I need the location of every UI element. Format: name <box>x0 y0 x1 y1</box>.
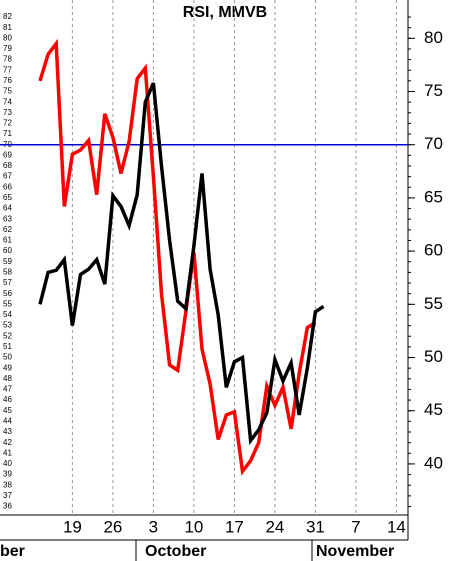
y2-tick-label: 45 <box>424 400 443 419</box>
y-tick-label: 71 <box>3 129 12 138</box>
chart-title: RSI, MMVB <box>183 4 267 21</box>
y2-tick-label: 60 <box>424 241 443 260</box>
series-line <box>38 82 325 446</box>
y-tick-label: 44 <box>3 416 12 425</box>
y-tick-label: 68 <box>3 161 12 170</box>
y-tick-label: 81 <box>3 23 12 32</box>
y-tick-label: 51 <box>3 342 12 351</box>
y2-tick-label: 65 <box>424 187 443 206</box>
y2-tick-label: 75 <box>424 81 443 100</box>
y-tick-label: 52 <box>3 331 12 340</box>
y-tick-label: 64 <box>3 204 12 213</box>
y-tick-label: 45 <box>3 406 12 415</box>
y-tick-label: 63 <box>3 214 12 223</box>
y-tick-label: 58 <box>3 268 12 277</box>
y-tick-label: 55 <box>3 299 12 308</box>
y-tick-label: 60 <box>3 246 12 255</box>
y2-tick-label: 40 <box>424 453 443 472</box>
y-tick-label: 62 <box>3 225 12 234</box>
y-tick-label: 40 <box>3 459 12 468</box>
x-tick-label: 17 <box>225 517 244 536</box>
x-tick-label: 7 <box>351 517 360 536</box>
x-tick-label: 24 <box>265 517 284 536</box>
month-label: ber <box>0 543 25 560</box>
y-tick-label: 39 <box>3 470 12 479</box>
y-tick-label: 50 <box>3 353 12 362</box>
y-tick-label: 47 <box>3 385 12 394</box>
y-tick-label: 38 <box>3 480 12 489</box>
y-tick-label: 76 <box>3 76 12 85</box>
y-tick-label: 69 <box>3 150 12 159</box>
y-tick-label: 57 <box>3 278 12 287</box>
x-tick-label: 19 <box>63 517 82 536</box>
y-tick-label: 48 <box>3 374 12 383</box>
month-label: October <box>145 543 206 560</box>
y-tick-label: 37 <box>3 491 12 500</box>
y-tick-label: 79 <box>3 44 12 53</box>
x-tick-label: 31 <box>306 517 325 536</box>
x-tick-label: 3 <box>149 517 158 536</box>
y-tick-label: 56 <box>3 289 12 298</box>
y-tick-label: 61 <box>3 236 12 245</box>
y-tick-label: 43 <box>3 427 12 436</box>
y-tick-label: 80 <box>3 33 12 42</box>
y-tick-label: 46 <box>3 395 12 404</box>
y2-tick-label: 70 <box>424 134 443 153</box>
y-tick-label: 78 <box>3 55 12 64</box>
y2-tick-label: 55 <box>424 294 443 313</box>
x-tick-label: 10 <box>184 517 203 536</box>
y2-tick-label: 50 <box>424 347 443 366</box>
y-tick-label: 74 <box>3 97 12 106</box>
y-tick-label: 72 <box>3 119 12 128</box>
y-tick-label: 77 <box>3 65 12 74</box>
y-tick-label: 36 <box>3 502 12 511</box>
y-tick-label: 66 <box>3 182 12 191</box>
y-tick-label: 54 <box>3 310 12 319</box>
y-tick-label: 65 <box>3 193 12 202</box>
y-tick-label: 53 <box>3 321 12 330</box>
month-label: November <box>316 543 394 560</box>
y2-tick-label: 80 <box>424 28 443 47</box>
y-tick-label: 82 <box>3 12 12 21</box>
y-tick-label: 75 <box>3 87 12 96</box>
y-tick-label: 42 <box>3 438 12 447</box>
y-tick-label: 67 <box>3 172 12 181</box>
x-tick-label: 14 <box>387 517 406 536</box>
y-tick-label: 49 <box>3 363 12 372</box>
x-tick-label: 26 <box>103 517 122 536</box>
y-tick-label: 59 <box>3 257 12 266</box>
y-tick-label: 41 <box>3 448 12 457</box>
y-tick-label: 73 <box>3 108 12 117</box>
